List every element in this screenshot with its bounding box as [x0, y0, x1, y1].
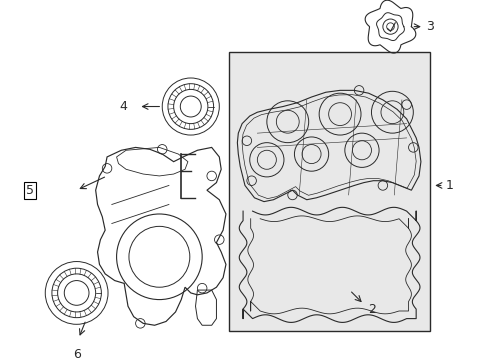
Text: 3: 3 [425, 20, 433, 33]
Text: 6: 6 [73, 348, 81, 360]
Text: 2: 2 [368, 303, 376, 316]
Text: 1: 1 [445, 179, 452, 192]
Bar [228, 52, 429, 331]
Text: 5: 5 [26, 184, 34, 197]
Text: 4: 4 [119, 100, 127, 113]
